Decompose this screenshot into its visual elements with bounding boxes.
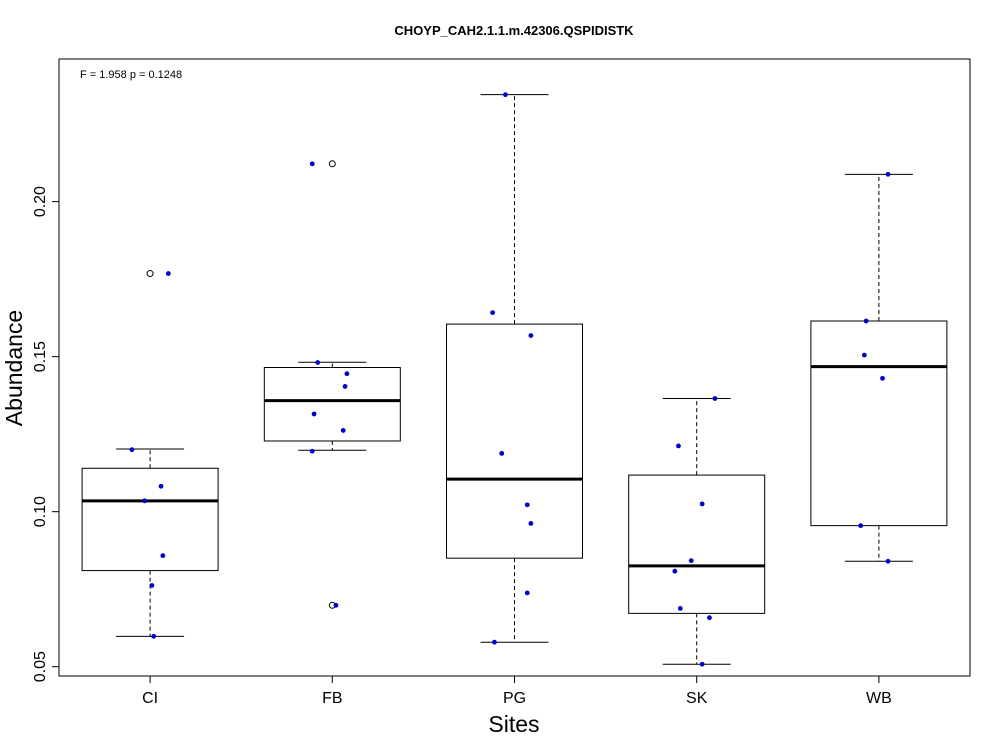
data-point-sk-27 bbox=[672, 568, 678, 574]
data-point-wb-35 bbox=[858, 523, 864, 529]
anova-annotation: F = 1.958 p = 0.1248 bbox=[80, 69, 182, 81]
y-axis-title: Abundance bbox=[1, 310, 27, 426]
data-point-wb-31 bbox=[885, 171, 891, 177]
data-point-ci-4 bbox=[149, 583, 155, 588]
data-point-sk-24 bbox=[676, 443, 681, 449]
x-tick-label-ci: CI bbox=[142, 690, 158, 707]
data-point-fb-7 bbox=[309, 161, 315, 167]
box-wb bbox=[810, 320, 948, 527]
data-point-sk-23 bbox=[712, 396, 718, 401]
chart-title: CHOYP_CAH2.1.1.m.42306.QSPIDISTK bbox=[394, 23, 634, 38]
data-point-fb-14 bbox=[333, 602, 339, 608]
data-point-wb-32 bbox=[863, 318, 869, 324]
x-axis-title: Sites bbox=[488, 711, 539, 737]
x-tick-label-pg: PG bbox=[503, 690, 526, 707]
data-point-fb-9 bbox=[344, 371, 350, 377]
data-point-wb-36 bbox=[885, 558, 891, 564]
point-group bbox=[129, 92, 891, 667]
data-point-sk-25 bbox=[699, 501, 705, 507]
data-point-ci-2 bbox=[142, 498, 148, 504]
box-ci bbox=[81, 467, 219, 572]
data-point-wb-34 bbox=[880, 375, 885, 381]
data-point-fb-13 bbox=[309, 448, 315, 454]
x-tick-label-sk: SK bbox=[686, 690, 708, 707]
box-sk bbox=[628, 474, 766, 614]
x-tick-label-wb: WB bbox=[866, 690, 892, 707]
data-point-pg-17 bbox=[499, 450, 505, 456]
box-group bbox=[81, 94, 948, 665]
box-fb bbox=[263, 367, 401, 442]
y-axis: 0.05 0.10 0.15 0.20 bbox=[32, 186, 60, 682]
outlier-fb-0 bbox=[328, 160, 336, 168]
data-point-ci-0 bbox=[129, 447, 135, 453]
data-point-sk-29 bbox=[707, 615, 712, 621]
data-point-sk-28 bbox=[677, 606, 683, 611]
y-tick-label-2: 0.15 bbox=[32, 341, 49, 372]
data-point-pg-21 bbox=[492, 639, 497, 645]
data-point-sk-30 bbox=[699, 661, 705, 667]
data-point-pg-16 bbox=[528, 333, 534, 338]
data-point-ci-5 bbox=[151, 633, 157, 639]
data-point-ci-6 bbox=[165, 271, 171, 276]
data-point-ci-1 bbox=[158, 483, 164, 489]
data-point-pg-18 bbox=[524, 502, 530, 508]
x-tick-label-fb: FB bbox=[322, 690, 342, 707]
data-point-sk-26 bbox=[688, 558, 694, 564]
data-point-fb-11 bbox=[311, 411, 317, 417]
data-point-fb-8 bbox=[315, 360, 321, 365]
y-tick-label-3: 0.20 bbox=[32, 186, 49, 217]
data-point-fb-12 bbox=[340, 428, 346, 433]
y-tick-label-1: 0.10 bbox=[32, 496, 49, 527]
data-point-fb-10 bbox=[342, 384, 348, 389]
data-point-pg-20 bbox=[524, 590, 530, 596]
box-pg bbox=[446, 323, 583, 559]
data-point-pg-19 bbox=[528, 521, 534, 526]
data-point-pg-22 bbox=[502, 92, 508, 98]
x-axis: CI FB PG SK WB bbox=[142, 675, 892, 707]
data-point-pg-15 bbox=[490, 310, 496, 316]
data-point-wb-33 bbox=[861, 352, 867, 358]
y-tick-label-0: 0.05 bbox=[32, 651, 49, 682]
data-point-ci-3 bbox=[160, 553, 166, 559]
outlier-ci-0 bbox=[146, 270, 154, 278]
